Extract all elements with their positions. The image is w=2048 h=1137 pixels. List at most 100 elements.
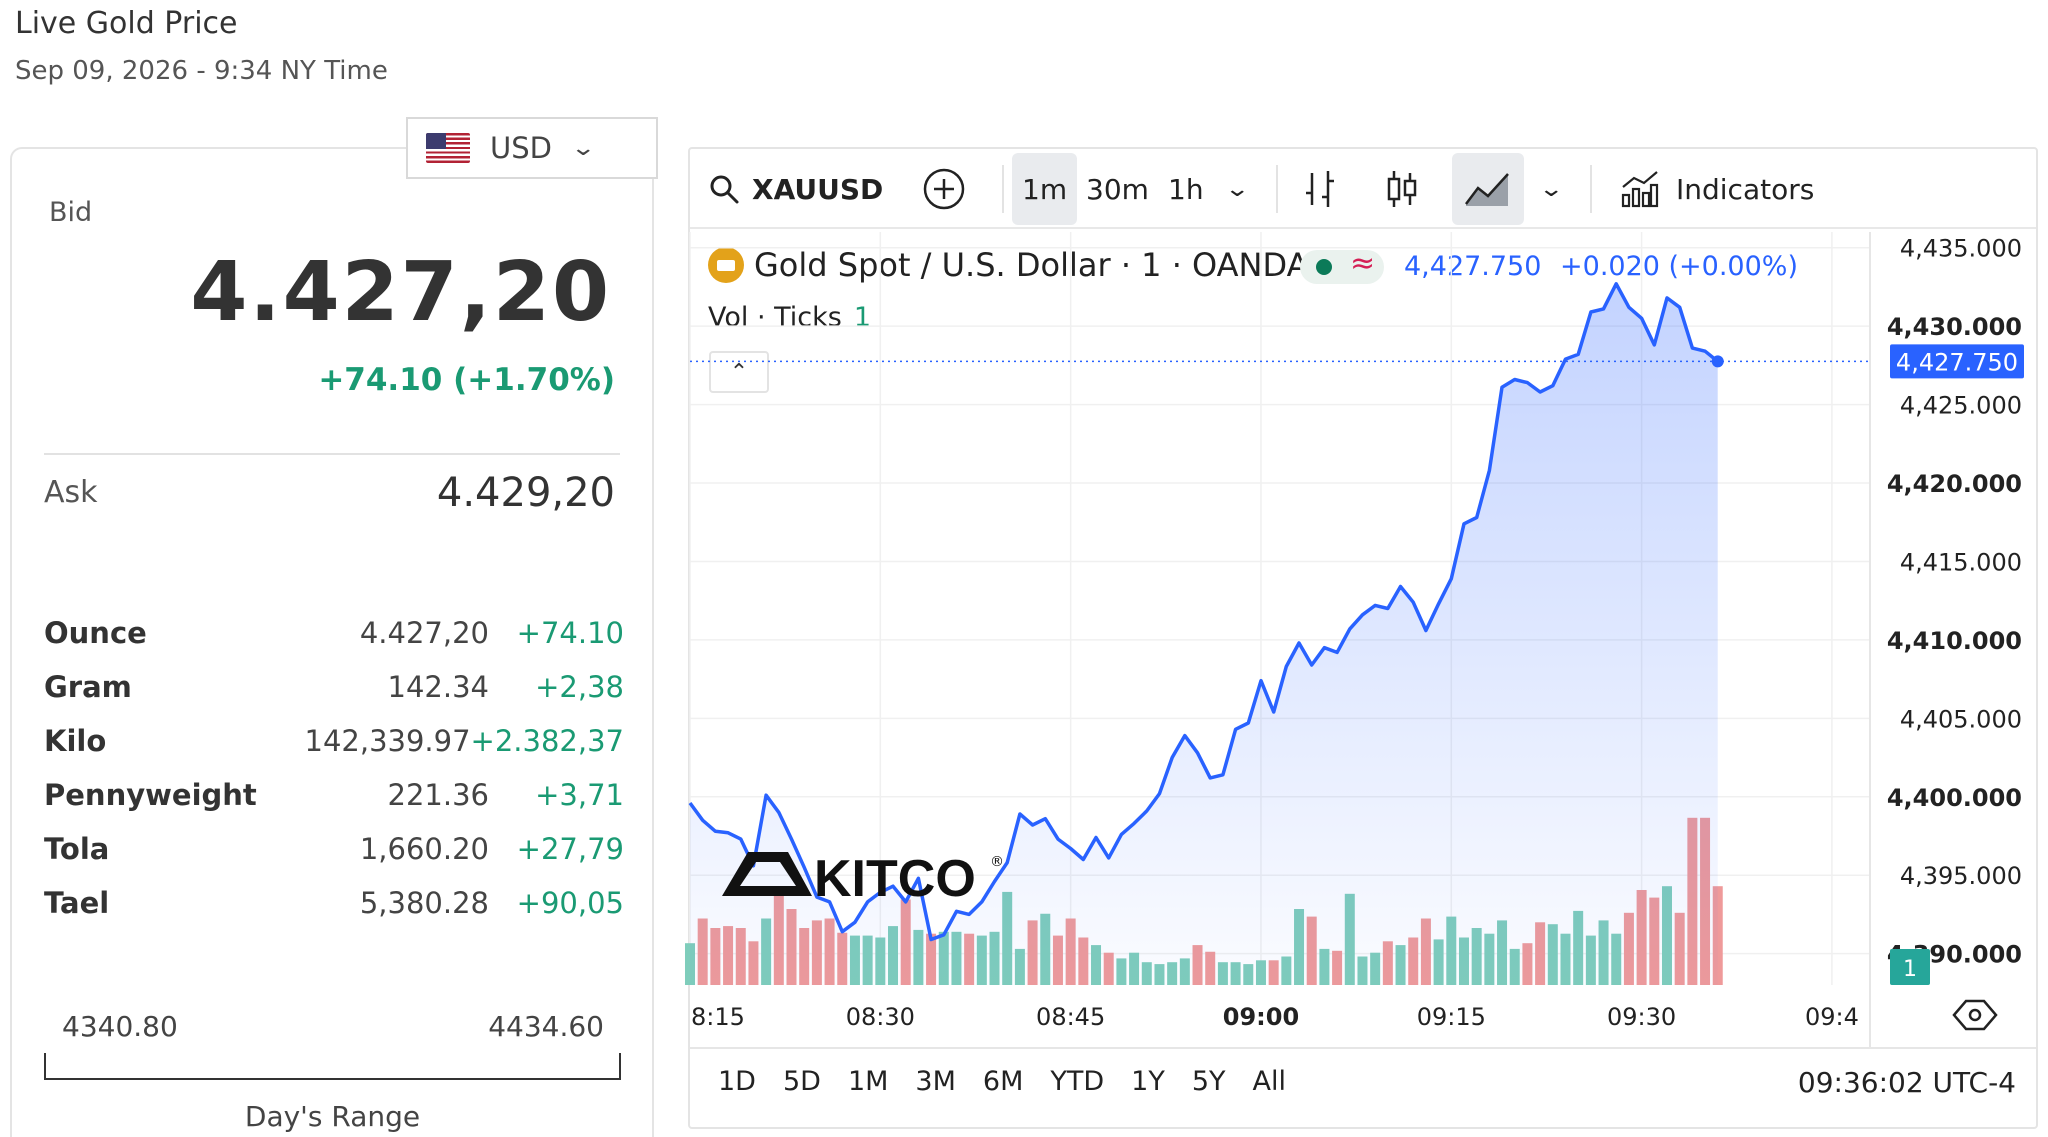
- unit-row-pennyweight: Pennyweight 221.36 +3,71: [44, 768, 624, 822]
- range-1m-button[interactable]: 1M: [847, 1066, 889, 1097]
- price-line: [688, 282, 1719, 942]
- volume-bar: [1712, 886, 1723, 985]
- currency-select[interactable]: USD ⌄: [406, 117, 658, 179]
- compare-symbol-button[interactable]: [922, 149, 966, 229]
- y-axis-tick-label: 4,435.000: [1900, 235, 2022, 263]
- currency-label: USD: [490, 131, 552, 165]
- unit-row-tael: Tael 5,380.28 +90,05: [44, 876, 624, 930]
- search-icon: [710, 175, 739, 204]
- kitco-logo-text: KITCO: [814, 850, 976, 908]
- y-axis-tick-label: 4,420.000: [1887, 470, 2022, 498]
- registered-icon: ®: [990, 854, 1004, 870]
- symbol-label: XAUUSD: [752, 172, 884, 206]
- indicators-button[interactable]: Indicators: [1620, 149, 1814, 229]
- indicators-icon: [1621, 171, 1659, 208]
- range-ytd-button[interactable]: YTD: [1050, 1066, 1105, 1097]
- unit-name: Gram: [44, 670, 132, 704]
- area-chart-icon: [1465, 173, 1509, 206]
- candles-chart-type-button[interactable]: [1384, 149, 1420, 229]
- x-axis-tick-label: 09:4: [1805, 1003, 1859, 1031]
- y-axis-tick-label: 4,425.000: [1900, 392, 2022, 420]
- add-circle-icon: [923, 168, 965, 210]
- last-price-tag: [1890, 344, 2024, 379]
- unit-row-kilo: Kilo 142,339.97 +2.382,37: [44, 714, 624, 768]
- kitco-logo: KITCO ®: [722, 850, 1004, 908]
- chart-clock[interactable]: 09:36:02 UTC-4: [1797, 1066, 2016, 1099]
- range-6m-button[interactable]: 6M: [982, 1066, 1024, 1097]
- unit-price: 4.427,20: [359, 616, 489, 650]
- divider: [44, 453, 620, 455]
- y-axis-tick-label: 4,395.000: [1900, 862, 2022, 890]
- unit-price-table: Ounce 4.427,20 +74.10 Gram 142.34 +2,38 …: [44, 606, 624, 930]
- indicators-label: Indicators: [1676, 172, 1815, 206]
- chart-settings-icon[interactable]: [1952, 999, 1998, 1031]
- range-5d-button[interactable]: 5D: [782, 1066, 821, 1097]
- range-3m-button[interactable]: 3M: [915, 1066, 956, 1097]
- y-axis-tick-label: 4,410.000: [1887, 627, 2022, 655]
- unit-name: Pennyweight: [44, 778, 257, 812]
- x-axis-tick-label: 08:30: [846, 1003, 915, 1031]
- day-range-bar: [44, 1053, 621, 1080]
- day-range-high: 4434.60: [488, 1010, 604, 1043]
- chart-legend-symbol[interactable]: Gold Spot / U.S. Dollar · 1 · OANDA: [708, 246, 1308, 284]
- y-axis-tick-label: 4,400.000: [1887, 784, 2022, 812]
- unit-change: +2,38: [535, 670, 624, 704]
- range-5y-button[interactable]: 5Y: [1191, 1066, 1226, 1097]
- bid-price: 4.427,20: [190, 245, 611, 340]
- unit-change: +27,79: [516, 832, 624, 866]
- bar-chart-type-button[interactable]: [1302, 149, 1338, 229]
- market-open-icon: [1316, 259, 1332, 275]
- range-1d-button[interactable]: 1D: [718, 1066, 756, 1097]
- legend-values: 4,427.750 +0.020 (+0.00%): [1404, 251, 1798, 282]
- ohlc-bars-icon: [1306, 171, 1334, 207]
- unit-change: +90,05: [516, 886, 624, 920]
- y-axis-tick-label: 4,415.000: [1900, 548, 2022, 576]
- volume-tag: [1890, 949, 1930, 985]
- symbol-search-button[interactable]: XAUUSD: [708, 149, 883, 229]
- collapse-legend-button[interactable]: ⌃: [709, 351, 769, 393]
- interval-menu-chevron-icon[interactable]: ⌄: [1224, 176, 1251, 202]
- x-axis-tick-label: 09:15: [1417, 1003, 1486, 1031]
- time-range-bar: 1D 5D 1M 3M 6M YTD 1Y 5Y All: [718, 1066, 1313, 1097]
- volume-legend-label: Vol · Ticks: [708, 302, 842, 333]
- interval-1m-button[interactable]: 1m: [1012, 153, 1078, 225]
- gold-bar-icon: [708, 247, 744, 283]
- legend-change: +0.020 (+0.00%): [1560, 251, 1798, 282]
- unit-change: +2.382,37: [470, 724, 624, 758]
- legend-title: Gold Spot / U.S. Dollar · 1 · OANDA: [754, 246, 1309, 284]
- x-axis-tick-label: 8:15: [691, 1003, 745, 1031]
- unit-row-tola: Tola 1,660.20 +27,79: [44, 822, 624, 876]
- volume-legend-value: 1: [853, 302, 872, 333]
- market-status-pill[interactable]: [1300, 250, 1384, 284]
- chart-toolbar: XAUUSD 1m 30m 1h ⌄: [690, 149, 2036, 229]
- unit-price: 142.34: [387, 670, 489, 704]
- area-chart-type-button[interactable]: [1452, 153, 1524, 225]
- unit-row-ounce: Ounce 4.427,20 +74.10: [44, 606, 624, 660]
- unit-row-gram: Gram 142.34 +2,38: [44, 660, 624, 714]
- chevron-up-icon: ⌃: [729, 359, 749, 385]
- last-price-marker: [1711, 355, 1724, 368]
- unit-name: Tael: [44, 886, 110, 920]
- unit-price: 221.36: [387, 778, 489, 812]
- range-all-button[interactable]: All: [1252, 1066, 1286, 1097]
- x-axis-tick-label: 09:30: [1607, 1003, 1676, 1031]
- x-axis-tick-label: 08:45: [1036, 1003, 1105, 1031]
- toolbar-separator: [1002, 165, 1004, 213]
- volume-tag-label: 1: [1903, 957, 1917, 982]
- day-range-label: Day's Range: [244, 1100, 421, 1133]
- interval-30m-button[interactable]: 30m: [1086, 172, 1149, 206]
- range-1y-button[interactable]: 1Y: [1131, 1066, 1165, 1097]
- us-flag-icon: [426, 133, 470, 163]
- toolbar-separator: [1590, 165, 1592, 213]
- y-axis-tick-label: 4,405.000: [1900, 705, 2022, 733]
- unit-name: Kilo: [44, 724, 107, 758]
- unit-change: +3,71: [535, 778, 624, 812]
- unit-name: Tola: [44, 832, 110, 866]
- unit-change: +74.10: [516, 616, 624, 650]
- interval-1h-button[interactable]: 1h: [1168, 172, 1204, 206]
- page-subtitle: Sep 09, 2026 - 9:34 NY Time: [15, 56, 388, 86]
- volume-legend[interactable]: Vol · Ticks 1: [708, 302, 871, 333]
- ask-price: 4.429,20: [436, 470, 615, 516]
- chart-type-menu-chevron-icon[interactable]: ⌄: [1538, 176, 1565, 202]
